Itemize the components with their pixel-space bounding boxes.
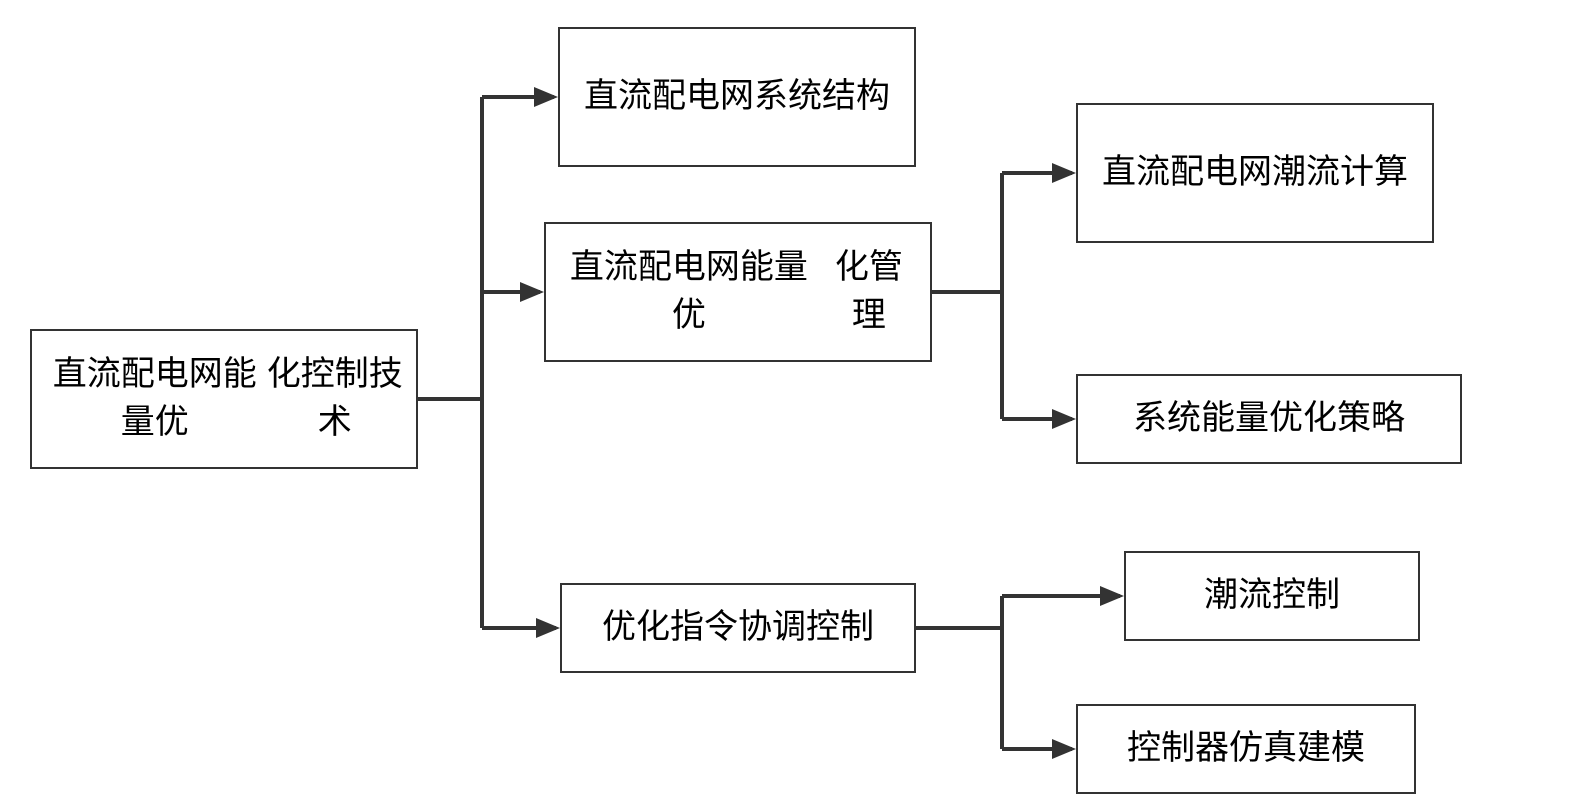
node-root: 直流配电网能量优化控制技术 [30, 329, 418, 469]
node-n3a: 潮流控制 [1124, 551, 1420, 641]
node-n3: 优化指令协调控制 [560, 583, 916, 673]
node-n3b: 控制器仿真建模 [1076, 704, 1416, 794]
node-n2b: 系统能量优化策略 [1076, 374, 1462, 464]
node-n2a: 直流配电网潮流计算 [1076, 103, 1434, 243]
node-n1: 直流配电网系统结构 [558, 27, 916, 167]
node-n2: 直流配电网能量优化管理 [544, 222, 932, 362]
